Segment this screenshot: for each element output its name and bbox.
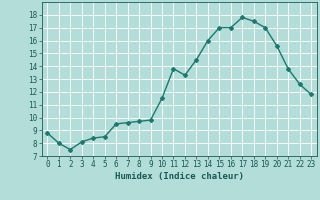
X-axis label: Humidex (Indice chaleur): Humidex (Indice chaleur) (115, 172, 244, 181)
